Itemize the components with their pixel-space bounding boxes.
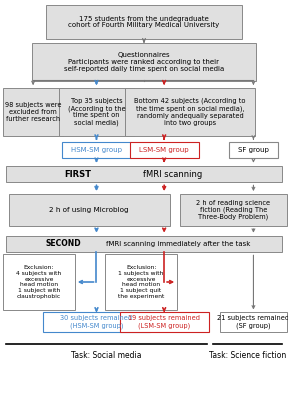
FancyBboxPatch shape: [130, 142, 199, 158]
Text: LSM-SM group: LSM-SM group: [139, 147, 189, 153]
FancyBboxPatch shape: [62, 142, 131, 158]
Text: 21 subjects remained
(SF group): 21 subjects remained (SF group): [217, 315, 288, 329]
Text: Task: Science fiction: Task: Science fiction: [209, 352, 286, 360]
FancyBboxPatch shape: [120, 312, 209, 332]
FancyBboxPatch shape: [3, 88, 63, 136]
Text: Exclusion:
1 subjects with
excessive
head motion
1 subject quit
the experiment: Exclusion: 1 subjects with excessive hea…: [118, 265, 164, 299]
Text: Questionnaires
Participants were ranked according to their
self-reported daily t: Questionnaires Participants were ranked …: [64, 52, 224, 72]
Text: Exclusion:
4 subjects with
excessive
head motion
1 subject with
claustrophobic: Exclusion: 4 subjects with excessive hea…: [16, 265, 62, 299]
FancyBboxPatch shape: [180, 194, 287, 226]
Text: fMRI scanning immediately after the task: fMRI scanning immediately after the task: [106, 241, 251, 247]
Text: 2 h of reading science
fiction (Reading The
Three-Body Problem): 2 h of reading science fiction (Reading …: [196, 200, 270, 220]
FancyBboxPatch shape: [32, 43, 256, 81]
FancyBboxPatch shape: [3, 254, 75, 310]
FancyBboxPatch shape: [125, 88, 255, 136]
Text: Top 35 subjects
(According to the
time spent on
social media): Top 35 subjects (According to the time s…: [68, 98, 125, 126]
Text: SECOND: SECOND: [46, 240, 81, 248]
FancyBboxPatch shape: [229, 142, 278, 158]
Text: 2 h of using Microblog: 2 h of using Microblog: [50, 207, 129, 213]
FancyBboxPatch shape: [43, 312, 150, 332]
Text: FIRST: FIRST: [64, 170, 91, 178]
FancyBboxPatch shape: [220, 312, 287, 332]
FancyBboxPatch shape: [6, 236, 282, 252]
FancyBboxPatch shape: [105, 254, 177, 310]
Text: Bottom 42 subjects (According to
the time spent on social media),
randomly andeq: Bottom 42 subjects (According to the tim…: [134, 98, 246, 126]
Text: SF group: SF group: [238, 147, 269, 153]
Text: 30 subjects remained
(HSM-SM group): 30 subjects remained (HSM-SM group): [60, 315, 132, 329]
Text: Task: Social media: Task: Social media: [71, 352, 142, 360]
Text: 175 students from the undegraduate
cohort of Fourth Military Medical University: 175 students from the undegraduate cohor…: [68, 16, 220, 28]
Text: fMRI scanning: fMRI scanning: [143, 170, 202, 178]
Text: HSM-SM group: HSM-SM group: [71, 147, 122, 153]
FancyBboxPatch shape: [46, 5, 242, 39]
FancyBboxPatch shape: [59, 88, 134, 136]
FancyBboxPatch shape: [6, 166, 282, 182]
FancyBboxPatch shape: [9, 194, 170, 226]
Text: 98 subjects were
excluded from
further research: 98 subjects were excluded from further r…: [5, 102, 61, 122]
Text: 19 subjects remained
(LSM-SM group): 19 subjects remained (LSM-SM group): [128, 315, 200, 329]
